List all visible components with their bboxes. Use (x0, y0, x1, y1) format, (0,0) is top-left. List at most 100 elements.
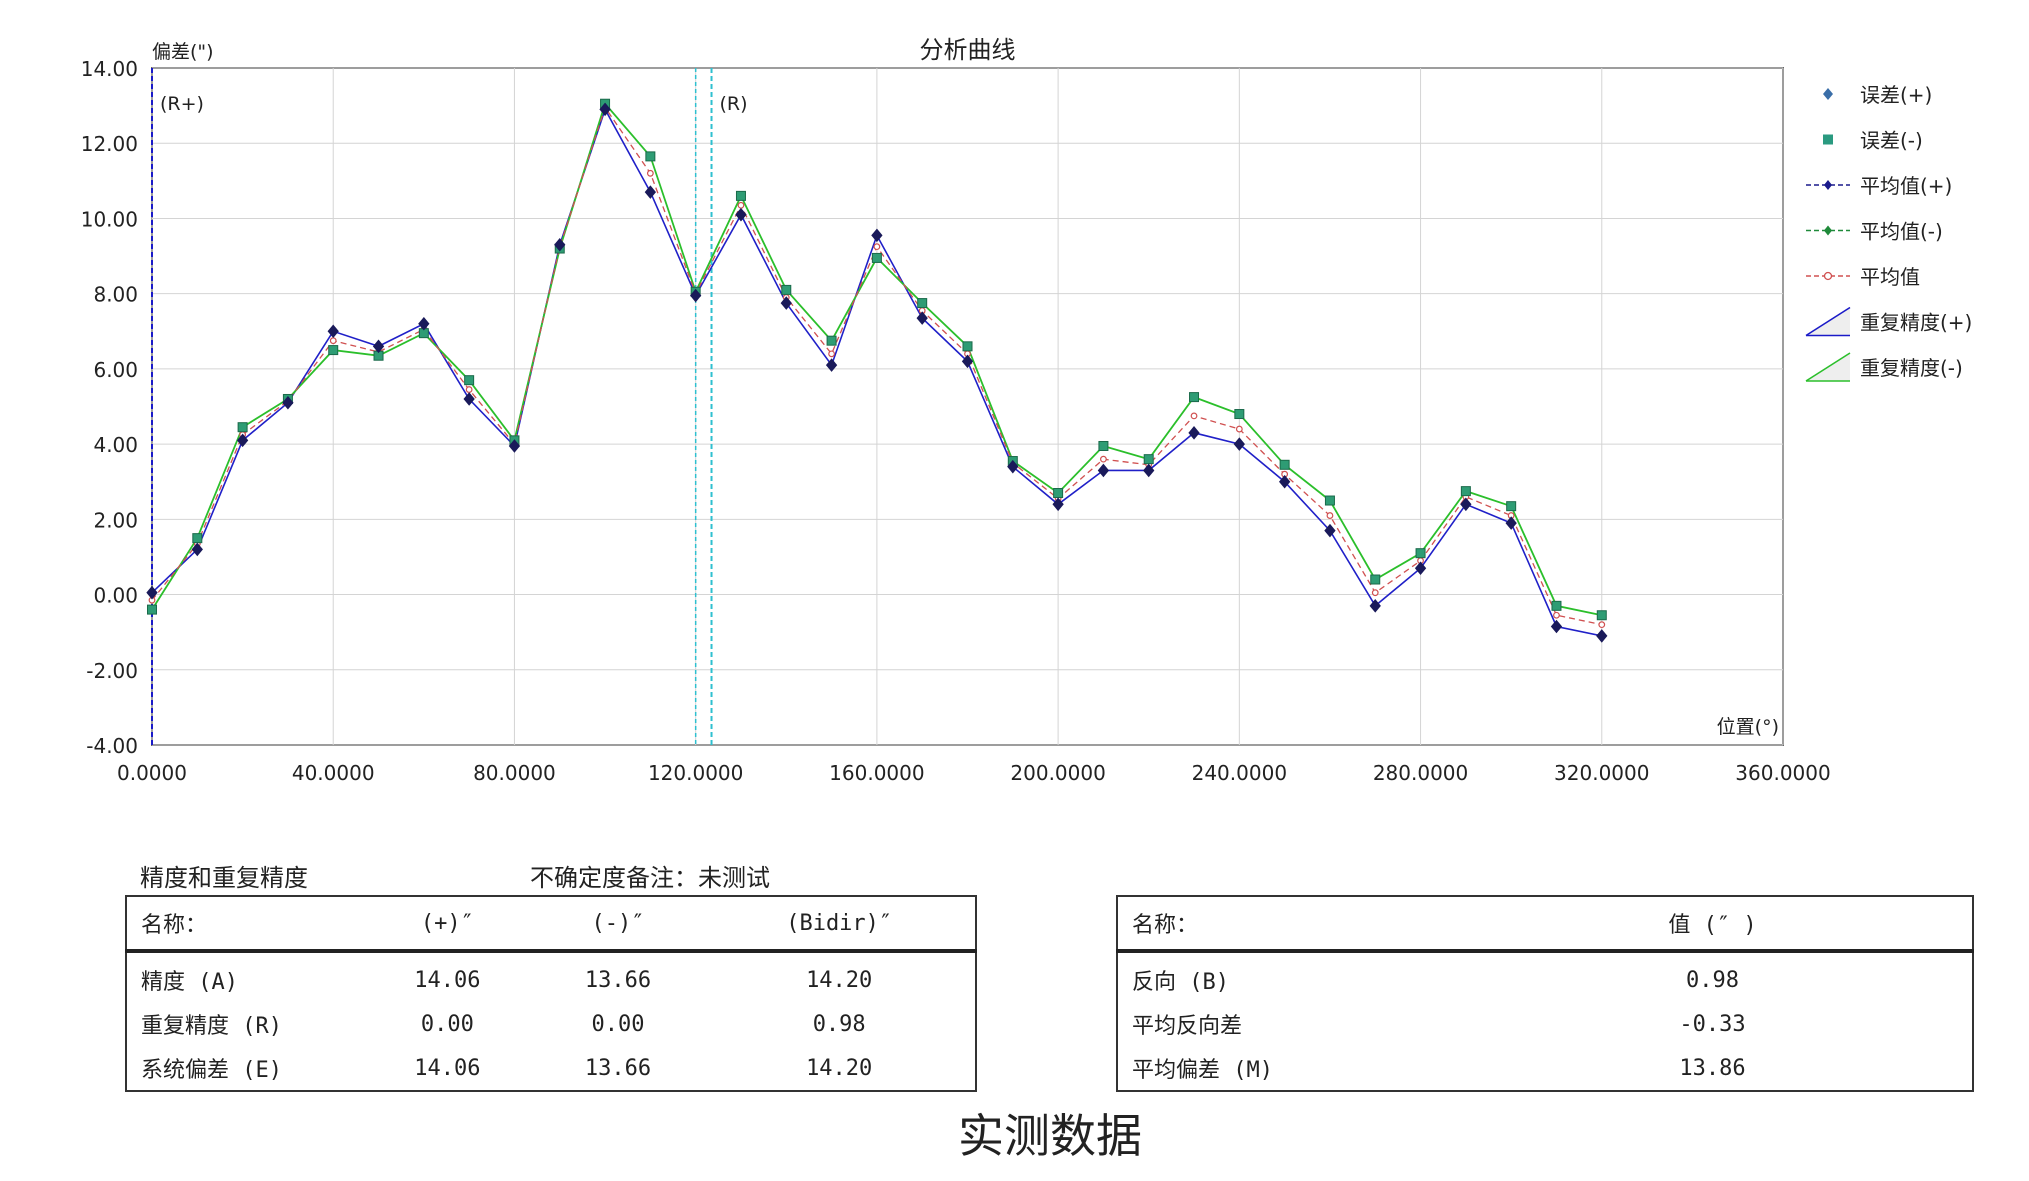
error-minus-point (147, 604, 157, 615)
y-axis-label: 偏差(") (152, 41, 214, 63)
legend-label: 误差(+) (1860, 83, 1932, 107)
footer-title: 实测数据 (958, 1109, 1142, 1163)
error-minus-point (464, 375, 475, 386)
average-point (873, 243, 881, 251)
error-minus-point (1596, 610, 1607, 621)
table-caption: 精度和重复精度 (140, 864, 308, 892)
error-minus-point (826, 335, 837, 346)
legend-label: 平均值(+) (1860, 174, 1952, 198)
x-tick-label: 160.0000 (829, 761, 924, 785)
accuracy-table: 名称： (+)″ (-)″ (Bidir)″ 精度 (A) 14.06 13.6… (125, 895, 977, 1092)
error-plus-point (1324, 523, 1336, 538)
error-minus-point (1415, 548, 1426, 559)
legend-label: 重复精度(+) (1860, 311, 1972, 335)
chart-title: 分析曲线 (920, 36, 1016, 64)
average-point (1553, 611, 1560, 619)
average-point (329, 337, 337, 345)
error-minus-point (1279, 459, 1290, 470)
error-minus-point (237, 422, 248, 433)
error-plus-point (690, 288, 702, 303)
error-minus-point (1506, 501, 1517, 512)
y-tick-label: 0.00 (93, 584, 138, 608)
y-tick-label: 12.00 (81, 132, 138, 156)
cell: -0.33 (1679, 1011, 1746, 1037)
error-plus-point (1233, 437, 1245, 451)
average-point (1598, 621, 1606, 629)
error-minus-point (1098, 440, 1109, 451)
backlash-table: 名称： 值 (″ ) 反向 (B) 0.98 平均反向差 -0.33 平均偏差 … (1116, 895, 1974, 1092)
plot-area (151, 67, 1784, 746)
average-point (828, 350, 835, 358)
average-point (1326, 512, 1334, 519)
error-plus-point (282, 395, 294, 410)
average-point (737, 201, 745, 209)
row-label: 系统偏差 (E) (141, 1058, 282, 1083)
error-plus-point (1505, 516, 1517, 530)
y-tick-label: 2.00 (93, 508, 138, 532)
y-tick-label: 4.00 (93, 433, 138, 457)
row-label: 重复精度 (R) (141, 1014, 282, 1039)
table-row: 平均反向差 -0.33 (1117, 1002, 1973, 1046)
row-label: 平均偏差 (M) (1132, 1058, 1273, 1083)
x-tick-label: 200.0000 (1010, 761, 1105, 785)
header-plus: (+)″ (362, 896, 533, 953)
header-bidir: (Bidir)″ (703, 896, 976, 953)
error-plus-point (1278, 474, 1291, 489)
marker-label: (R) (720, 93, 748, 115)
error-plus-point (463, 392, 475, 406)
error-plus-point (916, 311, 928, 325)
error-plus-point (554, 237, 566, 252)
x-tick-label: 360.0000 (1735, 761, 1830, 785)
x-tick-label: 80.0000 (473, 761, 556, 785)
legend-label: 误差(-) (1860, 129, 1923, 153)
error-minus-point (328, 345, 339, 356)
legend-swatch-line (1805, 306, 1851, 337)
error-plus-point (961, 354, 974, 369)
legend-label: 平均值(-) (1860, 220, 1943, 244)
table-row: 反向 (B) 0.98 (1117, 951, 1973, 1002)
error-plus-point (871, 228, 883, 243)
error-plus-point (372, 339, 385, 354)
header-value: 值 (″ ) (1453, 896, 1973, 953)
table-row: 平均偏差 (M) 13.86 (1117, 1046, 1973, 1091)
table-row: 精度 (A) 14.06 13.66 14.20 (126, 951, 976, 1002)
legend-swatch-line (1805, 352, 1851, 382)
legend-swatch (1823, 134, 1833, 145)
legend-swatch-marker (1823, 271, 1833, 281)
cell: 14.06 (414, 1055, 481, 1081)
error-minus-point (871, 252, 882, 263)
average-point (646, 169, 654, 177)
header-name: 名称： (1117, 896, 1453, 953)
average-point (1235, 425, 1243, 433)
cell: 14.06 (414, 967, 481, 993)
error-plus-point (1550, 619, 1563, 634)
error-plus-point (644, 185, 657, 199)
y-tick-label: -2.00 (86, 659, 138, 683)
error-minus-point (962, 341, 973, 352)
x-tick-label: 320.0000 (1554, 761, 1649, 785)
x-tick-label: 0.0000 (117, 761, 187, 785)
error-plus-point (1414, 561, 1427, 576)
error-plus-point (780, 296, 792, 310)
y-tick-label: 6.00 (93, 358, 138, 382)
error-minus-point (1324, 495, 1335, 506)
x-tick-label: 40.0000 (292, 761, 375, 785)
error-plus-point (508, 439, 521, 453)
average-point (1371, 589, 1379, 597)
error-minus-point (1143, 454, 1154, 465)
error-plus-point (1052, 497, 1064, 512)
error-plus-point (1097, 463, 1110, 478)
legend-label: 重复精度(-) (1860, 356, 1963, 380)
row-label: 反向 (B) (1132, 970, 1229, 995)
error-minus-point (735, 190, 746, 201)
cell: 14.20 (806, 967, 873, 993)
cell: 0.00 (420, 1011, 474, 1037)
cell: 13.66 (584, 967, 652, 993)
error-plus-point (236, 433, 249, 448)
legend-label: 平均值 (1860, 265, 1920, 289)
analysis-chart: 14.00 12.00 10.00 8.00 6.00 4.00 2.00 0.00 -2.00… (81, 36, 1973, 785)
average-point (465, 386, 473, 393)
marker-label: (R+) (160, 93, 204, 115)
error-minus-point (645, 151, 656, 162)
error-minus-point (781, 284, 792, 295)
